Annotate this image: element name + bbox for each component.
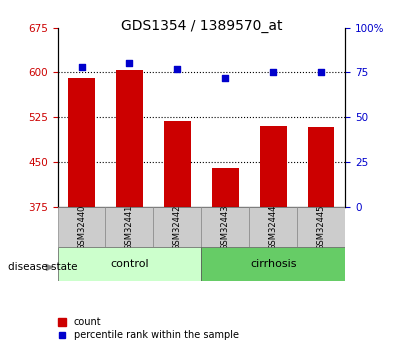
- Bar: [308, 127, 335, 207]
- Bar: [212, 168, 238, 207]
- Bar: [68, 78, 95, 207]
- Bar: [164, 121, 191, 207]
- Bar: [249, 207, 297, 247]
- Legend: count, percentile rank within the sample: count, percentile rank within the sample: [58, 317, 239, 340]
- Bar: [201, 247, 345, 281]
- Point: [174, 66, 181, 72]
- Bar: [116, 70, 143, 207]
- Text: GSM32444: GSM32444: [269, 204, 278, 249]
- Bar: [297, 207, 345, 247]
- Bar: [106, 207, 153, 247]
- Point: [78, 64, 85, 70]
- Text: GSM32442: GSM32442: [173, 204, 182, 249]
- Text: GSM32445: GSM32445: [317, 204, 326, 249]
- Bar: [153, 207, 201, 247]
- Text: control: control: [110, 259, 149, 269]
- Bar: [201, 207, 249, 247]
- Text: disease state: disease state: [8, 263, 78, 272]
- Point: [318, 70, 325, 75]
- Point: [126, 61, 133, 66]
- Bar: [58, 207, 106, 247]
- Point: [222, 75, 229, 81]
- Bar: [260, 126, 286, 207]
- Text: cirrhosis: cirrhosis: [250, 259, 297, 269]
- Point: [270, 70, 277, 75]
- Text: GSM32443: GSM32443: [221, 204, 230, 249]
- Text: GDS1354 / 1389570_at: GDS1354 / 1389570_at: [121, 19, 282, 33]
- Text: GSM32440: GSM32440: [77, 204, 86, 249]
- Text: GSM32441: GSM32441: [125, 204, 134, 249]
- Bar: [58, 247, 201, 281]
